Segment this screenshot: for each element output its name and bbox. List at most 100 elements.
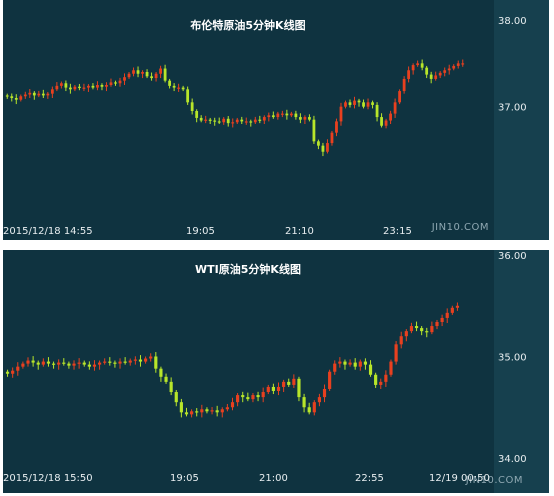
y-axis-strip bbox=[494, 250, 549, 493]
candle-body bbox=[215, 410, 219, 413]
candle-body bbox=[404, 331, 408, 337]
candle-body bbox=[132, 70, 135, 74]
candle-body bbox=[443, 70, 447, 73]
candle-body bbox=[262, 117, 266, 121]
candle-body bbox=[307, 407, 311, 413]
candle-body bbox=[172, 85, 176, 88]
candle-body bbox=[271, 386, 275, 392]
candle-body bbox=[213, 120, 217, 122]
candle-body bbox=[447, 68, 451, 71]
candle-body bbox=[348, 102, 352, 105]
candle-body bbox=[339, 106, 343, 122]
candle-body bbox=[200, 409, 204, 413]
brent-chart-panel: 布伦特原油5分钟K线图 JIN10.COM 38.00 37.00 2015/12… bbox=[3, 0, 549, 240]
candle-body bbox=[78, 86, 81, 88]
candle-body bbox=[177, 87, 181, 89]
candle-body bbox=[438, 72, 442, 76]
candle-body bbox=[285, 113, 289, 116]
y-tick-label: 37.00 bbox=[498, 103, 527, 114]
candle-body bbox=[384, 374, 388, 382]
x-tick-label: 23:15 bbox=[383, 226, 412, 237]
candle-body bbox=[267, 115, 271, 118]
candle-body bbox=[251, 395, 255, 400]
candle-body bbox=[312, 402, 316, 413]
candle-body bbox=[374, 374, 378, 385]
candle-body bbox=[123, 77, 126, 81]
candle-body bbox=[105, 85, 108, 87]
candle-body bbox=[133, 359, 137, 361]
candle-body bbox=[62, 362, 66, 364]
candle-body bbox=[19, 96, 23, 100]
x-axis-ticks: 2015/12/18 14:55 19:05 21:10 23:15 bbox=[3, 226, 412, 237]
x-tick-label: 22:55 bbox=[355, 473, 384, 484]
candle-body bbox=[190, 411, 194, 415]
candle-body bbox=[338, 361, 342, 364]
candle-body bbox=[37, 93, 41, 96]
candle-body bbox=[420, 63, 424, 68]
candle-body bbox=[149, 356, 153, 359]
candle-body bbox=[210, 410, 214, 412]
candle-body bbox=[67, 363, 71, 366]
candle-body bbox=[136, 70, 140, 74]
candle-body bbox=[109, 82, 113, 85]
candle-body bbox=[57, 362, 61, 365]
candle-body bbox=[235, 119, 239, 123]
candle-body bbox=[159, 68, 162, 74]
candle-body bbox=[280, 113, 284, 115]
y-axis-ticks: 38.00 37.00 bbox=[498, 16, 527, 114]
candles-group bbox=[5, 59, 465, 157]
wti-chart: WTI原油5分钟K线图 JIN10.COM 36.00 35.00 34.00 20… bbox=[3, 250, 549, 493]
candle-body bbox=[358, 361, 362, 367]
candle-body bbox=[82, 362, 86, 365]
candle-body bbox=[169, 381, 173, 393]
candle-body bbox=[16, 366, 20, 371]
candle-body bbox=[368, 364, 373, 375]
candle-body bbox=[253, 119, 257, 123]
candle-body bbox=[429, 74, 433, 79]
candle-body bbox=[28, 92, 32, 95]
candle-body bbox=[87, 85, 90, 88]
candle-body bbox=[32, 92, 36, 96]
candle-body bbox=[411, 65, 415, 71]
candle-body bbox=[445, 312, 449, 318]
x-tick-label: 21:10 bbox=[285, 226, 314, 237]
candle-body bbox=[82, 87, 86, 89]
y-tick-label: 35.00 bbox=[498, 353, 527, 364]
y-tick-label: 34.00 bbox=[498, 454, 527, 465]
candle-body bbox=[14, 98, 18, 100]
candle-body bbox=[450, 307, 454, 313]
candle-body bbox=[344, 102, 347, 107]
candle-body bbox=[440, 317, 444, 322]
candle-body bbox=[236, 395, 240, 403]
candle-body bbox=[249, 121, 253, 123]
candle-body bbox=[118, 80, 122, 84]
candle-body bbox=[59, 83, 63, 86]
candle-body bbox=[380, 117, 383, 126]
candle-body bbox=[393, 102, 397, 114]
y-axis-strip bbox=[494, 0, 549, 240]
candle-body bbox=[302, 397, 306, 408]
candle-body bbox=[362, 102, 365, 107]
candle-body bbox=[5, 371, 10, 374]
candle-body bbox=[181, 87, 185, 90]
candle-body bbox=[46, 93, 50, 96]
candle-body bbox=[244, 121, 248, 123]
candle-body bbox=[21, 363, 25, 367]
candle-body bbox=[399, 336, 403, 345]
candle-body bbox=[91, 85, 95, 88]
candle-body bbox=[10, 96, 14, 98]
candle-body bbox=[184, 412, 189, 415]
candle-body bbox=[68, 87, 72, 90]
candle-body bbox=[23, 94, 27, 97]
candle-body bbox=[394, 344, 398, 362]
candle-body bbox=[333, 363, 337, 372]
candle-body bbox=[150, 76, 153, 79]
candle-body bbox=[321, 145, 325, 152]
candle-body bbox=[420, 328, 424, 332]
candle-body bbox=[287, 381, 291, 385]
candle-body bbox=[64, 83, 68, 88]
candle-body bbox=[398, 91, 402, 103]
candle-body bbox=[204, 119, 208, 121]
candle-body bbox=[297, 378, 301, 398]
candle-body bbox=[335, 121, 338, 133]
